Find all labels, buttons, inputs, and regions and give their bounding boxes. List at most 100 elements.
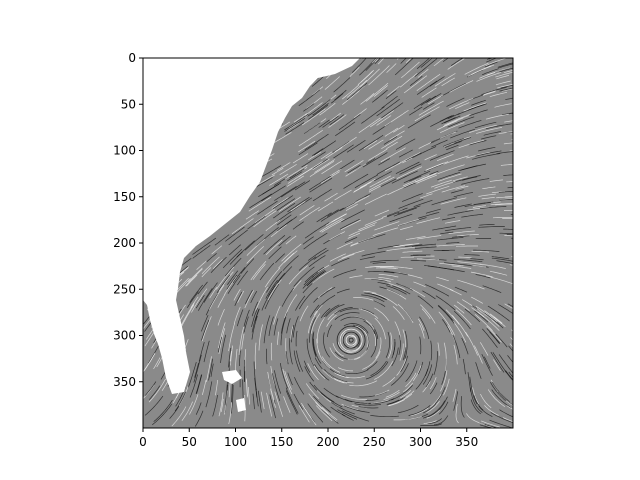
flow-streak <box>205 381 213 408</box>
y-tick-label: 300 <box>113 329 136 343</box>
flow-streak <box>469 376 478 405</box>
flow-streak <box>301 151 326 168</box>
flow-streak <box>320 308 331 319</box>
flow-streak <box>298 405 310 423</box>
flow-streak <box>347 164 361 174</box>
flow-streak <box>449 80 474 93</box>
flow-streak <box>489 313 503 324</box>
flow-streak <box>380 178 397 188</box>
flow-streak <box>441 185 465 193</box>
flow-streak <box>273 318 279 336</box>
flow-streak <box>284 118 306 132</box>
flow-streak <box>309 175 332 191</box>
flow-streak <box>292 153 309 164</box>
flow-streak <box>342 410 369 422</box>
flow-streak <box>312 158 330 170</box>
flow-streak <box>470 264 487 268</box>
flow-streak <box>319 102 336 116</box>
flow-streak <box>277 266 293 284</box>
flow-streak <box>507 187 513 189</box>
flow-streak <box>382 376 396 387</box>
flow-streak <box>186 291 199 308</box>
flow-streak <box>363 290 377 294</box>
flow-streak <box>252 393 255 410</box>
flow-streak <box>264 267 281 288</box>
vortex-ring <box>339 328 363 352</box>
flow-streak <box>363 320 376 335</box>
flow-streak <box>417 211 440 219</box>
flow-streak <box>470 258 484 261</box>
flow-streak <box>452 175 481 183</box>
flow-streak <box>246 378 248 397</box>
flow-streak <box>436 244 465 247</box>
flow-streak <box>359 256 376 261</box>
flow-streak <box>405 236 426 241</box>
flow-streak <box>270 365 276 386</box>
flow-streak <box>472 153 501 160</box>
flow-streak <box>475 305 498 323</box>
flow-streak <box>247 386 250 405</box>
flow-streak <box>362 351 381 370</box>
flow-streak <box>391 170 418 184</box>
flow-streak <box>214 234 230 246</box>
flow-streak <box>499 409 513 418</box>
flow-streak <box>438 267 465 273</box>
flow-streak <box>375 337 382 359</box>
flow-streak <box>370 330 377 358</box>
flow-streak <box>371 58 378 64</box>
flow-streak <box>499 232 513 235</box>
flow-streak <box>437 305 455 324</box>
flow-streak <box>308 255 326 267</box>
flow-streak <box>259 262 275 281</box>
flow-streak <box>328 114 347 128</box>
flow-streak <box>286 175 304 187</box>
flow-streak <box>478 226 505 228</box>
flow-streak <box>294 376 305 395</box>
flow-streak <box>336 288 350 294</box>
flow-streak <box>285 235 297 245</box>
flow-streak <box>303 232 328 250</box>
flow-streak <box>291 324 295 343</box>
flow-streak <box>410 259 427 262</box>
flow-streak <box>228 347 232 368</box>
flow-streak <box>329 168 342 177</box>
flow-streak <box>468 124 497 134</box>
x-tick-label: 100 <box>224 435 247 449</box>
flow-streak <box>299 305 309 322</box>
flow-streak <box>289 114 308 128</box>
flow-streak <box>403 170 431 184</box>
flow-streak <box>343 173 369 189</box>
flow-streak <box>279 363 289 389</box>
flow-streak <box>458 139 484 149</box>
flow-streak <box>384 110 409 127</box>
flow-streak <box>393 125 405 133</box>
flow-streak <box>458 119 482 129</box>
flow-streak <box>383 391 400 400</box>
flow-streak <box>429 393 442 408</box>
flow-streak <box>218 392 224 417</box>
flow-streak <box>398 149 413 158</box>
flow-streak <box>293 113 308 123</box>
flow-streak <box>507 355 513 363</box>
flow-streak <box>505 97 513 101</box>
flow-streak <box>503 142 513 145</box>
flow-streak <box>393 243 413 248</box>
flow-streak <box>244 234 264 251</box>
flow-streak <box>499 199 513 201</box>
flow-streak <box>298 142 318 155</box>
flow-streak <box>201 319 210 341</box>
flow-streak <box>355 325 367 336</box>
flow-streak <box>429 76 445 87</box>
flow-streak <box>258 183 280 198</box>
flow-streak <box>478 193 496 197</box>
flow-streak <box>370 360 387 377</box>
flow-streak <box>431 197 458 206</box>
flow-streak <box>244 349 247 372</box>
flow-streak <box>217 308 225 326</box>
flow-streak <box>292 316 299 338</box>
flow-streak <box>174 391 187 412</box>
plot-area <box>143 58 513 428</box>
flow-streak <box>266 348 268 365</box>
flow-streak <box>254 342 257 370</box>
flow-streak <box>285 351 289 365</box>
